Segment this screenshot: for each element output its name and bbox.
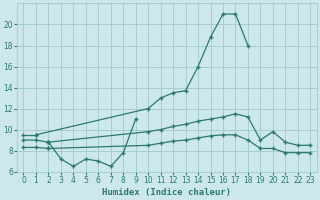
X-axis label: Humidex (Indice chaleur): Humidex (Indice chaleur) <box>102 188 231 197</box>
